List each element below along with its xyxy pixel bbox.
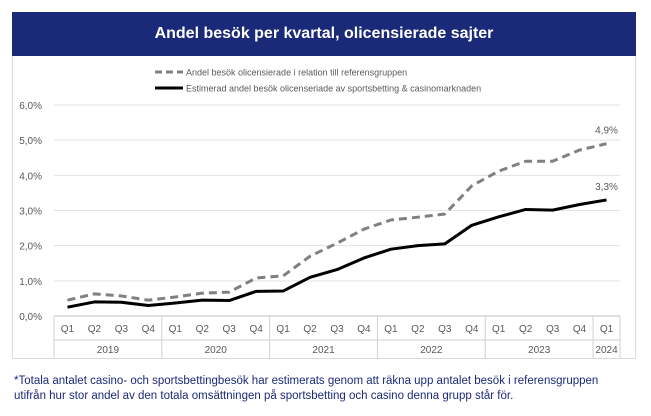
x-tick-label: Q2: [519, 324, 533, 335]
x-tick-label: Q2: [411, 324, 425, 335]
legend-label: Estimerad andel besök olicenseriade av s…: [186, 84, 481, 94]
data-point: [201, 292, 204, 295]
data-point: [120, 294, 123, 297]
x-tick-label: Q1: [600, 324, 614, 335]
data-point: [578, 149, 581, 152]
year-label: 2021: [312, 345, 335, 356]
footnote-line-1: *Totala antalet casino- och sportsbettin…: [14, 375, 599, 387]
data-point: [282, 290, 285, 293]
x-tick-label: Q4: [465, 324, 479, 335]
x-tick-label: Q2: [88, 324, 102, 335]
x-tick-label: Q4: [249, 324, 263, 335]
x-tick-label: Q4: [573, 324, 587, 335]
x-tick-label: Q3: [438, 324, 452, 335]
data-point: [228, 291, 231, 294]
x-tick-label: Q2: [303, 324, 317, 335]
y-tick-label: 5,0%: [19, 136, 42, 147]
dashed-series-line: [67, 142, 607, 302]
data-point: [201, 299, 204, 302]
data-point: [120, 301, 123, 304]
y-tick-label: 6,0%: [19, 101, 42, 112]
data-point: [470, 184, 473, 187]
data-point: [282, 274, 285, 277]
chart-frame: [12, 56, 636, 359]
data-point: [578, 203, 581, 206]
y-tick-label: 2,0%: [19, 242, 42, 253]
data-point: [524, 160, 527, 163]
data-point: [416, 216, 419, 219]
data-point: [66, 299, 69, 302]
data-point: [93, 300, 96, 303]
data-point: [255, 277, 258, 280]
data-point: [605, 198, 608, 201]
data-point: [66, 306, 69, 309]
x-tick-label: Q3: [330, 324, 344, 335]
data-label: 4,9%: [595, 126, 618, 137]
data-point: [309, 255, 312, 258]
year-label: 2020: [205, 345, 228, 356]
data-point: [497, 170, 500, 173]
y-tick-label: 4,0%: [19, 171, 42, 182]
data-point: [362, 256, 365, 259]
year-label: 2022: [420, 345, 443, 356]
x-tick-label: Q1: [169, 324, 183, 335]
x-tick-label: Q3: [546, 324, 560, 335]
data-point: [497, 215, 500, 218]
data-point: [443, 242, 446, 245]
data-point: [255, 290, 258, 293]
footnote-line-2: utifrån hur stor andel av den totala oms…: [14, 390, 514, 402]
x-tick-label: Q3: [223, 324, 237, 335]
data-point: [551, 160, 554, 163]
y-tick-label: 3,0%: [19, 207, 42, 218]
year-label: 2023: [528, 345, 551, 356]
chart-title: Andel besök per kvartal, olicensierade s…: [12, 12, 636, 56]
x-tick-label: Q3: [115, 324, 129, 335]
solid-series-line: [67, 198, 607, 309]
data-point: [93, 292, 96, 295]
x-tick-label: Q1: [61, 324, 75, 335]
data-point: [147, 299, 150, 302]
data-point: [389, 248, 392, 251]
data-point: [416, 244, 419, 247]
data-point: [174, 296, 177, 299]
data-label: 3,3%: [595, 182, 618, 193]
y-tick-label: 0,0%: [19, 312, 42, 323]
year-label: 2019: [97, 345, 120, 356]
data-point: [147, 304, 150, 307]
x-tick-label: Q1: [492, 324, 506, 335]
data-point: [524, 208, 527, 211]
data-point: [605, 142, 608, 145]
data-point: [336, 242, 339, 245]
x-tick-label: Q2: [196, 324, 210, 335]
data-point: [336, 268, 339, 271]
x-tick-label: Q4: [357, 324, 371, 335]
x-tick-label: Q1: [276, 324, 290, 335]
data-point: [309, 276, 312, 279]
year-label: 2024: [595, 345, 618, 356]
data-point: [470, 224, 473, 227]
x-tick-label: Q4: [142, 324, 156, 335]
data-point: [443, 213, 446, 216]
data-point: [551, 209, 554, 212]
x-tick-label: Q1: [384, 324, 398, 335]
legend-label: Andel besök olicensierade i relation til…: [186, 68, 407, 78]
data-point: [362, 228, 365, 231]
y-tick-label: 1,0%: [19, 277, 42, 288]
data-point: [174, 301, 177, 304]
data-point: [389, 218, 392, 221]
data-point: [228, 299, 231, 302]
